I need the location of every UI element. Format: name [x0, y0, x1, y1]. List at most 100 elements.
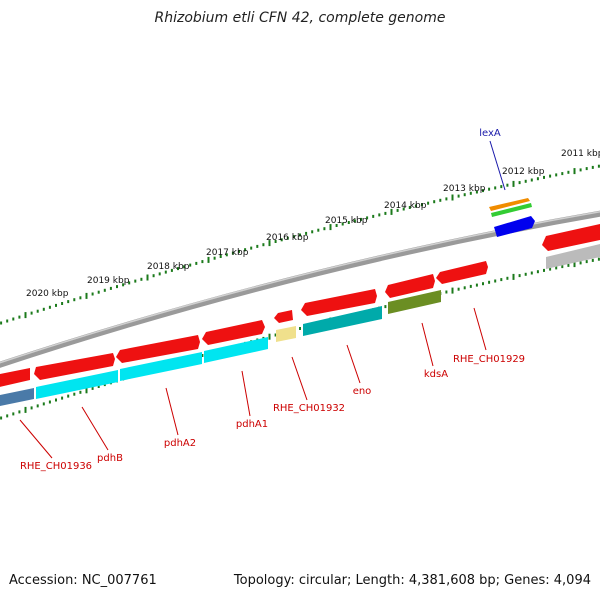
minor-tick [91, 292, 94, 296]
major-tick [85, 387, 88, 394]
minor-tick [286, 236, 289, 240]
gene-label-kdsa[interactable]: kdsA [424, 369, 448, 380]
gene-label-lexA[interactable]: lexA [479, 128, 501, 139]
minor-tick [463, 193, 466, 197]
minor-tick [463, 286, 466, 290]
minor-tick [134, 279, 137, 283]
minor-tick [201, 260, 204, 264]
map-title: Rhizobium etli CFN 42, complete genome [154, 10, 446, 26]
tick-label-2020: 2020 kbp [26, 289, 69, 299]
minor-tick [256, 244, 259, 248]
minor-tick [61, 396, 64, 400]
gene-arrow[interactable] [489, 198, 530, 211]
minor-tick [500, 278, 503, 282]
gene-arrow[interactable] [202, 320, 265, 345]
tick-label-2016: 2016 kbp [266, 233, 309, 243]
gene-arrow[interactable] [303, 306, 382, 336]
major-tick [512, 273, 515, 280]
gene-arrow[interactable] [276, 326, 296, 342]
minor-tick [347, 221, 350, 224]
tick-label-2017: 2017 kbp [206, 248, 249, 258]
minor-tick [421, 203, 423, 207]
gene-arrow[interactable] [436, 261, 488, 284]
minor-tick [549, 174, 552, 178]
minor-tick [591, 165, 594, 169]
minor-tick [6, 414, 9, 418]
tick-label-2014: 2014 kbp [384, 201, 427, 211]
gene-arrow[interactable] [494, 216, 535, 237]
gene-arrow[interactable] [491, 203, 532, 217]
gene-arrow[interactable] [546, 244, 600, 269]
minor-tick [530, 178, 533, 182]
minor-tick [396, 208, 399, 212]
minor-tick [73, 298, 76, 302]
gene-label-pdha2[interactable]: pdhA2 [164, 438, 196, 449]
gene-arrow[interactable] [120, 352, 202, 381]
gene-arrow[interactable] [301, 289, 377, 316]
minor-tick [402, 207, 405, 211]
minor-tick [189, 263, 192, 267]
minor-tick [488, 280, 491, 284]
minor-tick [408, 206, 411, 209]
minor-tick [67, 300, 70, 304]
major-tick [329, 224, 332, 231]
gene-arrow[interactable] [0, 368, 30, 388]
minor-tick [341, 222, 344, 226]
minor-tick [42, 307, 45, 311]
gene-arrow[interactable] [0, 388, 34, 407]
major-tick [573, 168, 576, 175]
minor-tick [445, 290, 448, 294]
gene-arrow[interactable] [542, 224, 600, 251]
minor-tick [116, 285, 118, 289]
gene-arrow[interactable] [385, 274, 435, 298]
minor-tick [122, 283, 125, 287]
gene-label-pdha1[interactable]: pdhA1 [236, 419, 268, 430]
minor-tick [262, 243, 265, 247]
minor-tick [597, 164, 600, 168]
minor-tick [561, 172, 564, 176]
minor-tick [555, 173, 558, 177]
gene-label-pdhb[interactable]: pdhB [97, 453, 123, 464]
minor-tick [183, 265, 186, 269]
minor-tick [372, 214, 375, 218]
minor-tick [378, 213, 381, 217]
minor-tick [274, 240, 277, 243]
minor-tick [97, 290, 100, 294]
gene-label-rhe-ch01932[interactable]: RHE_CH01932 [273, 403, 345, 414]
minor-tick [292, 235, 295, 239]
gene-arrow[interactable] [274, 310, 293, 323]
minor-tick [579, 168, 582, 172]
minor-tick [567, 263, 570, 267]
gene-arrow[interactable] [388, 290, 441, 314]
gene-label-rhe-ch01936[interactable]: RHE_CH01936 [20, 461, 92, 472]
gene-arrow[interactable] [36, 370, 118, 399]
minor-tick [61, 302, 64, 305]
minor-tick [506, 276, 509, 280]
minor-tick [384, 305, 387, 309]
gene-arrow[interactable] [34, 353, 115, 380]
gene-label-rhe-ch01929[interactable]: RHE_CH01929 [453, 354, 525, 365]
minor-tick [109, 286, 112, 290]
tick-label-2011: 2011 kbp [561, 149, 600, 159]
minor-tick [433, 200, 436, 204]
major-tick [268, 333, 271, 340]
minor-tick [42, 402, 45, 406]
tick-label-2019: 2019 kbp [87, 276, 130, 286]
gene-arrow[interactable] [204, 337, 268, 363]
minor-tick [524, 179, 527, 183]
minor-tick [140, 277, 143, 281]
minor-tick [18, 315, 21, 319]
minor-tick [250, 246, 253, 250]
minor-tick [55, 398, 57, 402]
minor-tick [30, 406, 33, 410]
gene-arrow[interactable] [116, 335, 200, 363]
tick-label-2015: 2015 kbp [325, 216, 368, 226]
minor-tick [0, 416, 3, 420]
minor-tick [384, 211, 387, 215]
major-tick [390, 208, 393, 215]
minor-tick [500, 185, 503, 189]
minor-tick [488, 187, 491, 191]
minor-tick [585, 260, 588, 264]
gene-label-eno[interactable]: eno [353, 386, 372, 397]
minor-tick [427, 201, 430, 205]
